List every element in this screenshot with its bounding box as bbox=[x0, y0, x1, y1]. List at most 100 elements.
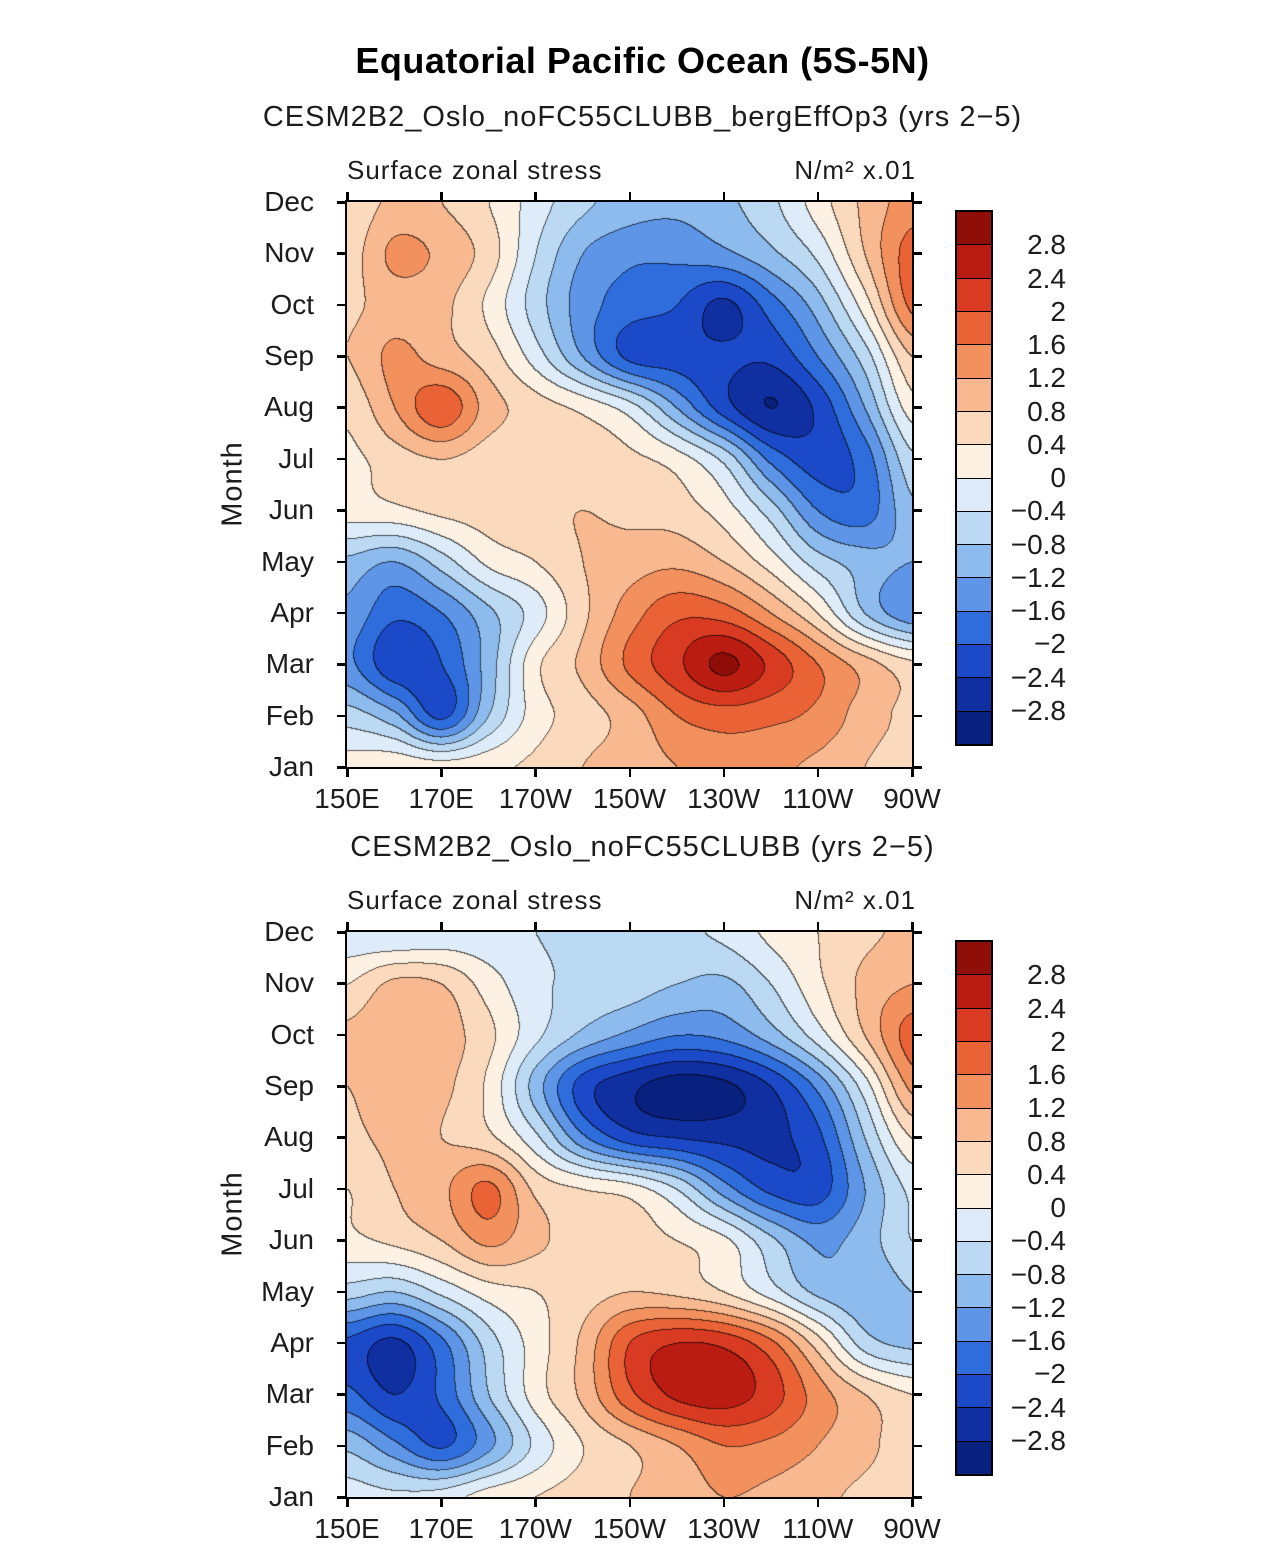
ytick-mark bbox=[914, 303, 922, 307]
xtick-mark bbox=[816, 769, 820, 777]
colorbar-label: 0.4 bbox=[1027, 1158, 1066, 1190]
ytick-mark bbox=[914, 663, 922, 666]
ytick-mark bbox=[337, 663, 345, 666]
colorbar-cell bbox=[957, 611, 991, 646]
ytick-mark bbox=[914, 1496, 922, 1499]
panel-subtitle: CESM2B2_Oslo_noFC55CLUBB_bergEffOp3 (yrs… bbox=[262, 101, 1023, 133]
ytick-mark bbox=[914, 714, 922, 718]
colorbar-cell bbox=[957, 1241, 991, 1276]
colorbar-cell bbox=[957, 345, 991, 379]
ytick-mark bbox=[914, 252, 922, 255]
ytick-mark bbox=[337, 1341, 345, 1345]
colorbar-cell bbox=[957, 1175, 991, 1209]
colorbar-cell bbox=[957, 711, 991, 744]
xtick-label-170e: 170E bbox=[408, 783, 474, 814]
ytick-mark bbox=[914, 355, 922, 358]
ytick-mark bbox=[337, 1187, 345, 1191]
xtick-label-170w: 170W bbox=[498, 783, 572, 814]
xtick-mark bbox=[722, 192, 726, 200]
ytick-mark bbox=[337, 201, 345, 204]
colorbar-cell bbox=[957, 1441, 991, 1474]
ytick-mark bbox=[914, 1239, 922, 1242]
colorbar-label: 2 bbox=[1050, 1025, 1066, 1057]
page-title: Equatorial Pacific Ocean (5S-5N) bbox=[355, 40, 930, 81]
contour-canvas-2 bbox=[345, 930, 914, 1499]
colorbar-cell bbox=[957, 478, 991, 512]
xtick-mark bbox=[534, 769, 537, 777]
colorbar-cell bbox=[957, 1375, 991, 1409]
ytick-mark bbox=[914, 1444, 922, 1448]
ytick-mark bbox=[337, 982, 345, 985]
plot-title: Surface zonal stress bbox=[347, 885, 603, 915]
colorbar bbox=[955, 210, 993, 746]
ytick-label-jul: Jul bbox=[278, 442, 314, 474]
ytick-label-aug: Aug bbox=[264, 391, 314, 423]
colorbar-cell bbox=[957, 645, 991, 679]
ytick-mark bbox=[337, 1393, 345, 1396]
ytick-mark bbox=[337, 931, 345, 934]
xtick-mark bbox=[346, 922, 349, 930]
colorbar-cell bbox=[957, 245, 991, 279]
xtick-mark bbox=[534, 192, 537, 200]
xtick-label-150w: 150W bbox=[592, 1513, 667, 1544]
ytick-mark bbox=[337, 766, 345, 769]
colorbar-cell bbox=[957, 1341, 991, 1376]
ytick-mark bbox=[914, 982, 922, 985]
colorbar-labels: 2.8 2.4 2 1.6 1.2 0.8 0.4 0 −0.4 −0.8 −1.2 −1.6 −2 −2… bbox=[1000, 210, 1066, 746]
xtick-mark bbox=[628, 922, 631, 930]
ytick-mark bbox=[914, 509, 922, 512]
colorbar-label: −2.4 bbox=[1010, 661, 1066, 693]
ytick-label-feb: Feb bbox=[265, 699, 314, 731]
colorbar-label: −2.8 bbox=[1010, 1424, 1066, 1456]
ytick-mark bbox=[914, 560, 922, 564]
colorbar-label: −1.2 bbox=[1010, 1291, 1066, 1323]
ytick-mark bbox=[914, 1085, 922, 1088]
colorbar-label: 2 bbox=[1050, 295, 1066, 327]
xtick-mark bbox=[816, 1499, 820, 1507]
ytick-label-jan: Jan bbox=[268, 751, 314, 782]
ytick-label-jun: Jun bbox=[268, 494, 314, 526]
ytick-mark bbox=[337, 1136, 345, 1139]
colorbar-label: 0.4 bbox=[1027, 428, 1066, 460]
colorbar-cell bbox=[957, 511, 991, 546]
colorbar-cell bbox=[957, 311, 991, 346]
colorbar-cell bbox=[957, 1108, 991, 1142]
ytick-label-feb: Feb bbox=[265, 1429, 314, 1461]
panel-2: CESM2B2_Oslo_noFC55CLUBB (yrs 2−5) Surfa… bbox=[0, 825, 1285, 1550]
ytick-mark bbox=[914, 611, 922, 615]
colorbar-cell bbox=[957, 975, 991, 1009]
colorbar-label: 2.4 bbox=[1027, 992, 1066, 1024]
colorbar-cell bbox=[957, 278, 991, 312]
ytick-mark bbox=[337, 1290, 345, 1294]
colorbar-cell bbox=[957, 411, 991, 446]
ytick-label-aug: Aug bbox=[264, 1121, 314, 1153]
plot-header: Surface zonal stress N/m² x.01 bbox=[347, 885, 916, 916]
ytick-mark bbox=[914, 406, 922, 409]
plot-units: N/m² x.01 bbox=[794, 155, 916, 185]
colorbar-cell bbox=[957, 212, 991, 246]
panel-1: CESM2B2_Oslo_noFC55CLUBB_bergEffOp3 (yrs… bbox=[0, 95, 1285, 820]
ytick-label-sep: Sep bbox=[264, 340, 314, 372]
colorbar-cell bbox=[957, 1075, 991, 1109]
xtick-mark bbox=[628, 1499, 631, 1507]
ytick-mark bbox=[914, 1136, 922, 1139]
ytick-mark bbox=[914, 1341, 922, 1345]
colorbar-cell bbox=[957, 1275, 991, 1309]
ytick-label-nov: Nov bbox=[264, 967, 314, 999]
xtick-mark bbox=[816, 192, 820, 200]
ytick-label-jan: Jan bbox=[268, 1481, 314, 1512]
ytick-mark bbox=[914, 931, 922, 934]
xtick-mark bbox=[346, 192, 349, 200]
colorbar-label: −0.8 bbox=[1010, 1258, 1066, 1290]
ytick-mark bbox=[337, 1239, 345, 1242]
ytick-label-dec: Dec bbox=[264, 916, 314, 947]
ytick-mark bbox=[914, 1393, 922, 1396]
xtick-mark bbox=[911, 769, 914, 777]
colorbar-label: −1.6 bbox=[1010, 595, 1066, 626]
ytick-mark bbox=[337, 714, 345, 718]
colorbar-cell bbox=[957, 445, 991, 479]
xtick-label-110w: 110W bbox=[782, 1513, 854, 1544]
contour-canvas-1 bbox=[345, 200, 914, 769]
xtick-mark bbox=[722, 769, 726, 777]
xtick-mark bbox=[816, 922, 820, 930]
